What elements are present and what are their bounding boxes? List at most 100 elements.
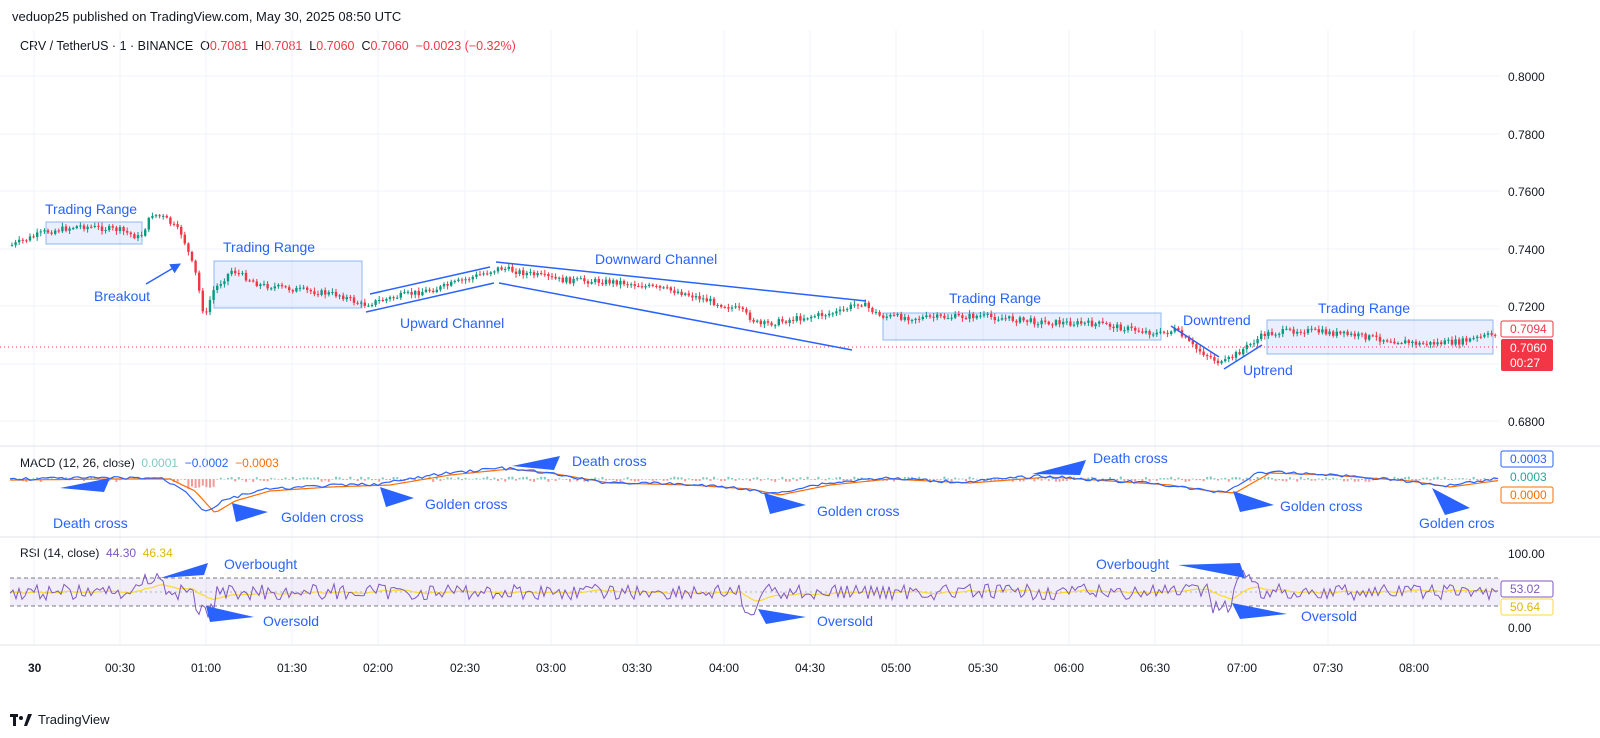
candle-body bbox=[662, 287, 665, 289]
label-uptrend[interactable]: Uptrend bbox=[1243, 362, 1293, 378]
candle-body bbox=[338, 295, 341, 297]
symbol-name[interactable]: CRV / TetherUS · 1 · BINANCE bbox=[20, 39, 194, 53]
candle-body bbox=[1468, 338, 1472, 342]
macd-title[interactable]: MACD (12, 26, close) bbox=[20, 456, 135, 470]
label-downtrend[interactable]: Downtrend bbox=[1183, 312, 1251, 328]
macd-histogram-bar bbox=[799, 477, 802, 480]
high-label: H bbox=[255, 39, 265, 53]
macd-histogram-bar bbox=[1166, 478, 1169, 480]
downward-channel-line[interactable] bbox=[495, 261, 867, 302]
candle-body bbox=[165, 215, 168, 218]
label-oversold[interactable]: Oversold bbox=[1301, 608, 1357, 624]
label-death-cross[interactable]: Death cross bbox=[1093, 450, 1168, 466]
candle-body bbox=[1299, 331, 1302, 333]
arrow-icon[interactable] bbox=[512, 456, 560, 470]
label-golden-cross[interactable]: Golden cross bbox=[425, 496, 507, 512]
label-death-cross[interactable]: Death cross bbox=[572, 453, 647, 469]
arrow-icon[interactable] bbox=[758, 609, 806, 624]
candle-body bbox=[547, 273, 550, 277]
candle-body bbox=[925, 315, 928, 318]
candle-body bbox=[1087, 320, 1090, 323]
time-axis[interactable]: 30 00:30 01:00 01:30 02:00 02:30 03:00 03:30 04:… bbox=[28, 661, 1429, 675]
arrow-icon[interactable] bbox=[1233, 491, 1274, 512]
macd-histogram-bar bbox=[320, 479, 323, 482]
price-axis[interactable]: 0.8000 0.7800 0.7600 0.7400 0.7200 0.680… bbox=[1508, 70, 1545, 429]
arrow-icon[interactable] bbox=[232, 503, 268, 522]
label-oversold[interactable]: Oversold bbox=[817, 613, 873, 629]
candle-body bbox=[291, 290, 294, 292]
arrow-icon[interactable] bbox=[206, 606, 254, 622]
candle-body bbox=[1137, 330, 1140, 332]
macd-histogram-bar bbox=[83, 479, 85, 482]
macd-histogram-bar bbox=[349, 476, 352, 480]
candle-body bbox=[691, 295, 694, 298]
candle-body bbox=[676, 291, 680, 294]
candle-body bbox=[579, 278, 582, 280]
macd-histogram-bar bbox=[252, 479, 255, 482]
rsi-title[interactable]: RSI (14, close) bbox=[20, 546, 100, 560]
trading-range-box[interactable] bbox=[213, 260, 363, 309]
candle-body bbox=[885, 316, 888, 318]
label-trading-range[interactable]: Trading Range bbox=[45, 201, 137, 217]
candle-body bbox=[446, 284, 449, 286]
candle-body bbox=[1303, 332, 1306, 334]
label-golden-cross[interactable]: Golden cross bbox=[281, 509, 363, 525]
candle-body bbox=[1335, 331, 1338, 336]
label-golden-cross[interactable]: Golden cros bbox=[1419, 515, 1494, 531]
upward-channel-line[interactable] bbox=[369, 266, 491, 295]
candle-body bbox=[961, 315, 964, 319]
label-upward-channel[interactable]: Upward Channel bbox=[400, 315, 504, 331]
candle-body bbox=[1332, 331, 1335, 336]
macd-histogram-bar bbox=[1278, 479, 1281, 481]
label-overbought[interactable]: Overbought bbox=[1096, 556, 1169, 572]
arrow-icon[interactable] bbox=[1178, 563, 1245, 578]
macd-histogram-bar bbox=[1209, 476, 1212, 480]
rsi-line bbox=[9, 569, 1499, 619]
macd-histogram-bar bbox=[929, 479, 931, 481]
macd-histogram-bar bbox=[821, 478, 823, 480]
candle-body bbox=[914, 318, 917, 321]
footer-brand[interactable]: TradingView bbox=[10, 712, 110, 727]
label-overbought[interactable]: Overbought bbox=[224, 556, 297, 572]
macd-histogram-bar bbox=[1487, 479, 1489, 480]
candle-body bbox=[1231, 356, 1234, 358]
macd-histogram-bar bbox=[731, 478, 733, 480]
candle-body bbox=[349, 297, 352, 299]
candle-body bbox=[828, 313, 831, 316]
candle-body bbox=[201, 290, 204, 312]
arrow-icon[interactable] bbox=[764, 493, 806, 514]
candle-body bbox=[57, 230, 60, 232]
label-golden-cross[interactable]: Golden cross bbox=[817, 503, 899, 519]
label-breakout[interactable]: Breakout bbox=[94, 288, 150, 304]
label-trading-range[interactable]: Trading Range bbox=[949, 290, 1041, 306]
trading-range-box[interactable] bbox=[882, 312, 1162, 341]
candle-body bbox=[738, 306, 741, 308]
downward-channel-line[interactable] bbox=[498, 282, 853, 351]
arrow-icon[interactable] bbox=[380, 487, 414, 507]
arrow-icon[interactable] bbox=[1232, 603, 1287, 619]
macd-histogram-bar bbox=[842, 479, 845, 482]
label-death-cross[interactable]: Death cross bbox=[53, 515, 128, 531]
label-trading-range[interactable]: Trading Range bbox=[223, 239, 315, 255]
upward-channel-line[interactable] bbox=[365, 282, 495, 313]
uptrend-line[interactable] bbox=[1223, 344, 1263, 370]
downtrend-line[interactable] bbox=[1170, 325, 1220, 358]
high-price-badge bbox=[1500, 320, 1554, 338]
rsi-ma-value: 46.34 bbox=[142, 546, 173, 560]
arrow-icon[interactable] bbox=[1032, 460, 1086, 475]
label-golden-cross[interactable]: Golden cross bbox=[1280, 498, 1362, 514]
candle-body bbox=[367, 305, 370, 307]
macd-histogram-bar bbox=[1134, 479, 1137, 482]
label-trading-range[interactable]: Trading Range bbox=[1318, 300, 1410, 316]
breakout-arrow[interactable] bbox=[145, 263, 181, 285]
arrow-icon[interactable] bbox=[1432, 488, 1470, 515]
arrow-icon[interactable] bbox=[160, 563, 208, 578]
label-downward-channel[interactable]: Downward Channel bbox=[595, 251, 717, 267]
macd-histogram-bar bbox=[227, 477, 229, 480]
arrow-icon[interactable] bbox=[60, 478, 110, 492]
label-oversold[interactable]: Oversold bbox=[263, 613, 319, 629]
candle-body bbox=[601, 282, 604, 285]
macd-histogram-bar bbox=[687, 478, 690, 480]
time-tick: 02:30 bbox=[450, 661, 480, 675]
